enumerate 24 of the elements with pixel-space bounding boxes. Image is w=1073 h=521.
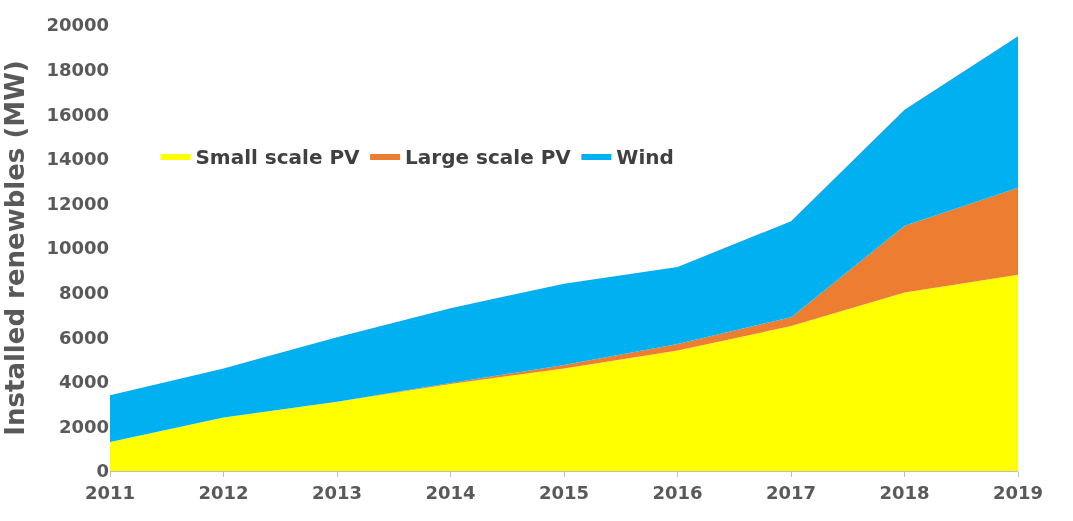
y-tick-label: 0: [96, 460, 109, 482]
legend-label: Small scale PV: [195, 144, 361, 169]
x-tick-label: 2017: [765, 481, 817, 503]
y-tick-label: 10000: [46, 237, 109, 259]
x-tick-label: 2015: [538, 481, 590, 503]
x-tick-label: 2018: [879, 481, 930, 503]
y-tick-label: 6000: [58, 326, 109, 348]
legend-label: Wind: [616, 144, 674, 169]
y-tick-label: 20000: [46, 14, 109, 36]
y-tick-label: 12000: [46, 192, 109, 214]
y-axis-title: Installed renewbles (MW): [0, 60, 30, 436]
x-tick-label: 2016: [652, 481, 703, 503]
y-tick-label: 14000: [46, 148, 109, 170]
x-tick-label: 2013: [311, 481, 363, 503]
x-tick-label: 2019: [992, 481, 1044, 503]
y-tick-label: 2000: [58, 415, 109, 437]
x-tick-label: 2014: [425, 481, 476, 503]
y-tick-label: 4000: [58, 371, 109, 393]
y-tick-label: 8000: [58, 281, 109, 303]
x-tick-label: 2012: [198, 481, 249, 503]
y-tick-label: 18000: [46, 58, 109, 80]
y-tick-label: 16000: [46, 103, 109, 125]
x-tick-label: 2011: [84, 481, 136, 503]
legend-label: Large scale PV: [405, 144, 572, 169]
